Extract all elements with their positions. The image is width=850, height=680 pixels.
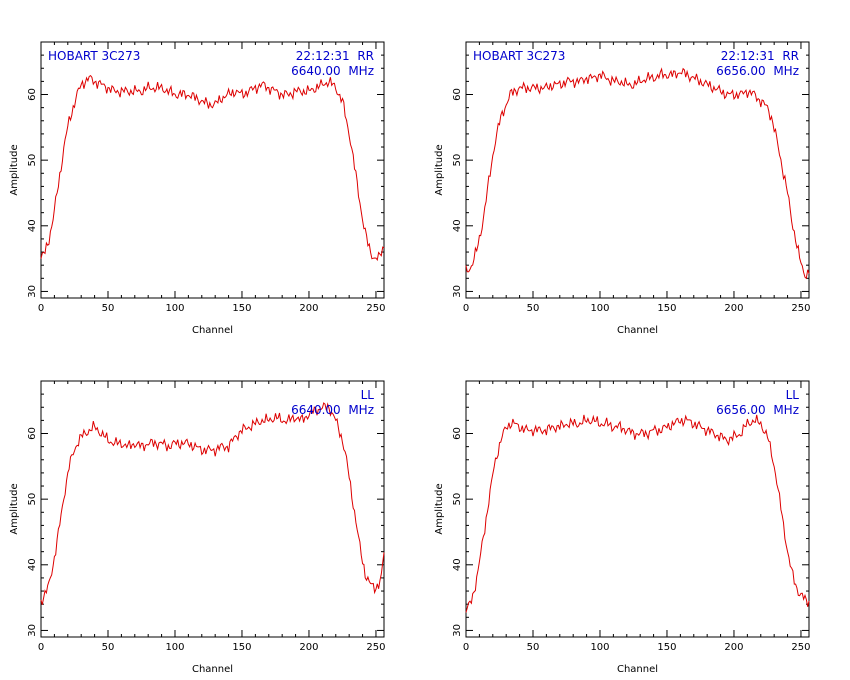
x-tick-label: 50 bbox=[527, 642, 540, 653]
x-axis-label: Channel bbox=[617, 325, 658, 336]
amplitude-line-series-1 bbox=[40, 402, 385, 605]
x-tick-label: 0 bbox=[38, 642, 44, 653]
y-tick-label: 60 bbox=[27, 427, 38, 440]
y-tick-label: 50 bbox=[452, 154, 463, 167]
amplitude-line-series-1 bbox=[465, 67, 810, 280]
y-tick-label: 40 bbox=[452, 558, 463, 571]
x-tick-label: 100 bbox=[165, 303, 184, 314]
panel-2: 0 50 100 150 200 250 30 40 50 60 Channel Amplitud… bbox=[434, 41, 811, 336]
y-axis-label: Amplitude bbox=[9, 483, 20, 534]
series-layer bbox=[465, 414, 810, 613]
time-polarization-annotation: 22:12:31 RR bbox=[721, 49, 799, 63]
y-tick-label: 60 bbox=[27, 88, 38, 101]
y-tick-label: 40 bbox=[27, 558, 38, 571]
x-tick-label: 50 bbox=[102, 642, 115, 653]
x-tick-label: 0 bbox=[463, 642, 469, 653]
x-tick-label: 250 bbox=[791, 303, 810, 314]
panel-4: 0 50 100 150 200 250 30 40 50 60 Channel Amplitud… bbox=[434, 380, 811, 675]
plot-frame bbox=[465, 41, 810, 299]
source-annotation: HOBART 3C273 bbox=[48, 49, 140, 63]
x-tick-label: 200 bbox=[724, 303, 743, 314]
y-tick-label: 30 bbox=[452, 285, 463, 298]
polarization-annotation: LL bbox=[786, 388, 800, 402]
x-tick-label: 100 bbox=[165, 642, 184, 653]
amplitude-line-series-1 bbox=[465, 414, 810, 613]
y-tick-label: 30 bbox=[27, 285, 38, 298]
series-layer bbox=[465, 67, 810, 280]
y-axis-label: Amplitude bbox=[434, 144, 445, 195]
plot-frame bbox=[40, 380, 385, 638]
series-layer bbox=[40, 402, 385, 605]
polarization-annotation: LL bbox=[361, 388, 375, 402]
x-tick-label: 100 bbox=[590, 303, 609, 314]
x-tick-label: 200 bbox=[299, 303, 318, 314]
x-tick-label: 0 bbox=[38, 303, 44, 314]
x-tick-label: 150 bbox=[232, 642, 251, 653]
frequency-annotation: 6640.00 MHz bbox=[291, 403, 374, 417]
x-tick-label: 150 bbox=[657, 303, 676, 314]
y-axis-label: Amplitude bbox=[434, 483, 445, 534]
x-axis-label: Channel bbox=[617, 664, 658, 675]
frequency-annotation: 6656.00 MHz bbox=[716, 64, 799, 78]
panel-3: 0 50 100 150 200 250 30 40 50 60 Channel Amplitud… bbox=[9, 380, 386, 675]
x-tick-label: 200 bbox=[299, 642, 318, 653]
axis-ticks: 0 50 100 150 200 250 30 40 50 60 bbox=[452, 41, 811, 314]
series-layer bbox=[40, 74, 385, 262]
y-tick-label: 50 bbox=[452, 493, 463, 506]
y-tick-label: 40 bbox=[27, 219, 38, 232]
source-annotation: HOBART 3C273 bbox=[473, 49, 565, 63]
y-tick-label: 50 bbox=[27, 493, 38, 506]
x-axis-label: Channel bbox=[192, 325, 233, 336]
axis-ticks: 0 50 100 150 200 250 30 40 50 60 bbox=[27, 41, 386, 314]
x-tick-label: 150 bbox=[232, 303, 251, 314]
y-tick-label: 60 bbox=[452, 88, 463, 101]
x-tick-label: 250 bbox=[366, 303, 385, 314]
frequency-annotation: 6656.00 MHz bbox=[716, 403, 799, 417]
x-tick-label: 50 bbox=[527, 303, 540, 314]
axis-ticks: 0 50 100 150 200 250 30 40 50 60 bbox=[27, 380, 386, 653]
y-tick-label: 50 bbox=[27, 154, 38, 167]
amplitude-line-series-1 bbox=[40, 74, 385, 262]
plot-frame bbox=[40, 41, 385, 299]
axis-ticks: 0 50 100 150 200 250 30 40 50 60 bbox=[452, 380, 811, 653]
panel-1: 0 50 100 150 200 250 30 40 50 60 Channel Amplitud… bbox=[9, 41, 386, 336]
x-tick-label: 100 bbox=[590, 642, 609, 653]
y-tick-label: 60 bbox=[452, 427, 463, 440]
time-polarization-annotation: 22:12:31 RR bbox=[296, 49, 374, 63]
y-tick-label: 40 bbox=[452, 219, 463, 232]
x-tick-label: 150 bbox=[657, 642, 676, 653]
plot-frame bbox=[465, 380, 810, 638]
y-axis-label: Amplitude bbox=[9, 144, 20, 195]
y-tick-label: 30 bbox=[452, 624, 463, 637]
frequency-annotation: 6640.00 MHz bbox=[291, 64, 374, 78]
y-tick-label: 30 bbox=[27, 624, 38, 637]
x-tick-label: 50 bbox=[102, 303, 115, 314]
x-axis-label: Channel bbox=[192, 664, 233, 675]
x-tick-label: 0 bbox=[463, 303, 469, 314]
x-tick-label: 250 bbox=[366, 642, 385, 653]
x-tick-label: 250 bbox=[791, 642, 810, 653]
x-tick-label: 200 bbox=[724, 642, 743, 653]
